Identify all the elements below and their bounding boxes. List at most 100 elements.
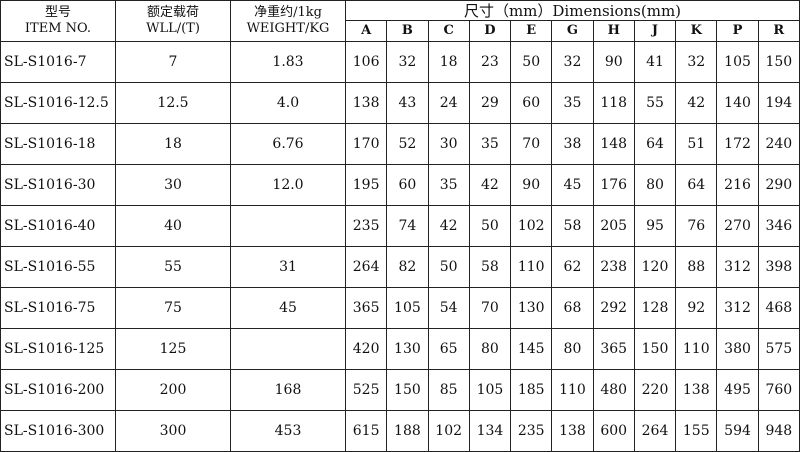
dim-cell-j: 120 (633, 246, 677, 288)
dim-cell-k: 64 (675, 164, 718, 206)
dim-cell-h: 148 (592, 123, 635, 165)
dim-cell-c: 30 (427, 123, 470, 165)
dim-cell-p: 216 (716, 164, 759, 206)
dim-cell-k: 51 (675, 123, 718, 165)
dim-cell-h: 238 (592, 246, 635, 288)
dim-cell-r: 240 (757, 123, 800, 165)
wll-cell: 12.5 (115, 82, 231, 124)
weight-cell: 31 (230, 246, 346, 288)
dim-cell-c: 85 (427, 369, 470, 411)
header-dim-p: P (716, 20, 759, 42)
dim-cell-r: 346 (757, 205, 800, 247)
wll-cell: 125 (115, 328, 231, 370)
header-dim-b: B (386, 20, 429, 42)
header-dim-e: E (510, 20, 553, 42)
dim-cell-j: 64 (633, 123, 677, 165)
dim-cell-c: 102 (427, 410, 470, 452)
wll-cell: 18 (115, 123, 231, 165)
item-no-cell: SL-S1016-55 (0, 246, 116, 288)
dim-cell-a: 106 (344, 41, 388, 83)
wll-cell: 300 (115, 410, 231, 452)
dim-cell-j: 80 (633, 164, 677, 206)
dim-cell-e: 90 (510, 164, 553, 206)
dim-cell-b: 43 (386, 82, 429, 124)
dim-cell-a: 195 (344, 164, 388, 206)
dim-cell-g: 68 (551, 287, 594, 329)
dim-cell-d: 23 (468, 41, 512, 83)
dim-cell-h: 365 (592, 328, 635, 370)
item-no-cell: SL-S1016-40 (0, 205, 116, 247)
dim-cell-a: 365 (344, 287, 388, 329)
dim-cell-h: 205 (592, 205, 635, 247)
dim-cell-h: 176 (592, 164, 635, 206)
dim-cell-p: 312 (716, 246, 759, 288)
dim-cell-r: 760 (757, 369, 800, 411)
dim-cell-e: 185 (510, 369, 553, 411)
dim-cell-g: 38 (551, 123, 594, 165)
table-row: SL-S1016-40 40 235 74 42 50 102 58 205 95 76 270 346 (0, 205, 800, 247)
dim-cell-r: 290 (757, 164, 800, 206)
wll-cell: 7 (115, 41, 231, 83)
dim-cell-k: 92 (675, 287, 718, 329)
dim-cell-d: 58 (468, 246, 512, 288)
weight-cell (230, 205, 346, 247)
dim-cell-r: 194 (757, 82, 800, 124)
table-row: SL-S1016-12.5 12.5 4.0 138 43 24 29 60 35 118 55 42… (0, 82, 800, 124)
weight-cell: 12.0 (230, 164, 346, 206)
dim-cell-d: 134 (468, 410, 512, 452)
dim-cell-k: 88 (675, 246, 718, 288)
dim-cell-j: 41 (633, 41, 677, 83)
dim-cell-p: 105 (716, 41, 759, 83)
wll-cell: 40 (115, 205, 231, 247)
dim-cell-b: 74 (386, 205, 429, 247)
wll-cell: 200 (115, 369, 231, 411)
weight-cell: 168 (230, 369, 346, 411)
item-no-cell: SL-S1016-18 (0, 123, 116, 165)
dim-cell-d: 105 (468, 369, 512, 411)
dim-cell-c: 42 (427, 205, 470, 247)
dim-cell-b: 82 (386, 246, 429, 288)
dim-cell-h: 118 (592, 82, 635, 124)
dim-cell-a: 264 (344, 246, 388, 288)
dim-cell-e: 235 (510, 410, 553, 452)
dim-cell-b: 32 (386, 41, 429, 83)
header-dim-r: R (757, 20, 800, 42)
dim-cell-b: 52 (386, 123, 429, 165)
dim-cell-k: 76 (675, 205, 718, 247)
dim-cell-d: 80 (468, 328, 512, 370)
dim-cell-j: 95 (633, 205, 677, 247)
dim-cell-d: 50 (468, 205, 512, 247)
item-no-cell: SL-S1016-300 (0, 410, 116, 452)
dim-cell-d: 70 (468, 287, 512, 329)
dim-cell-c: 65 (427, 328, 470, 370)
dim-cell-k: 138 (675, 369, 718, 411)
dim-cell-e: 130 (510, 287, 553, 329)
dim-cell-g: 58 (551, 205, 594, 247)
dim-cell-p: 594 (716, 410, 759, 452)
header-item-no: 型号 ITEM NO. (0, 0, 116, 42)
dim-cell-a: 170 (344, 123, 388, 165)
dim-cell-e: 102 (510, 205, 553, 247)
table-row: SL-S1016-300 300 453 615 188 102 134 235 138 600 2… (0, 410, 800, 452)
dim-cell-h: 600 (592, 410, 635, 452)
header-dim-h: H (592, 20, 635, 42)
item-no-cell: SL-S1016-75 (0, 287, 116, 329)
item-no-cell: SL-S1016-7 (0, 41, 116, 83)
weight-cell: 4.0 (230, 82, 346, 124)
dim-cell-p: 172 (716, 123, 759, 165)
dim-cell-p: 495 (716, 369, 759, 411)
dim-cell-p: 140 (716, 82, 759, 124)
dim-cell-h: 90 (592, 41, 635, 83)
weight-cell: 6.76 (230, 123, 346, 165)
table-row: SL-S1016-30 30 12.0 195 60 35 42 90 45 176 80 64 216… (0, 164, 800, 206)
header-dim-a: A (344, 20, 388, 42)
dim-cell-p: 380 (716, 328, 759, 370)
item-no-cell: SL-S1016-12.5 (0, 82, 116, 124)
dim-cell-a: 138 (344, 82, 388, 124)
dim-cell-g: 80 (551, 328, 594, 370)
table-row: SL-S1016-7 7 1.83 106 32 18 23 50 32 90 41 32 105 150 (0, 41, 800, 83)
dim-cell-c: 54 (427, 287, 470, 329)
dim-cell-e: 145 (510, 328, 553, 370)
weight-cell: 1.83 (230, 41, 346, 83)
